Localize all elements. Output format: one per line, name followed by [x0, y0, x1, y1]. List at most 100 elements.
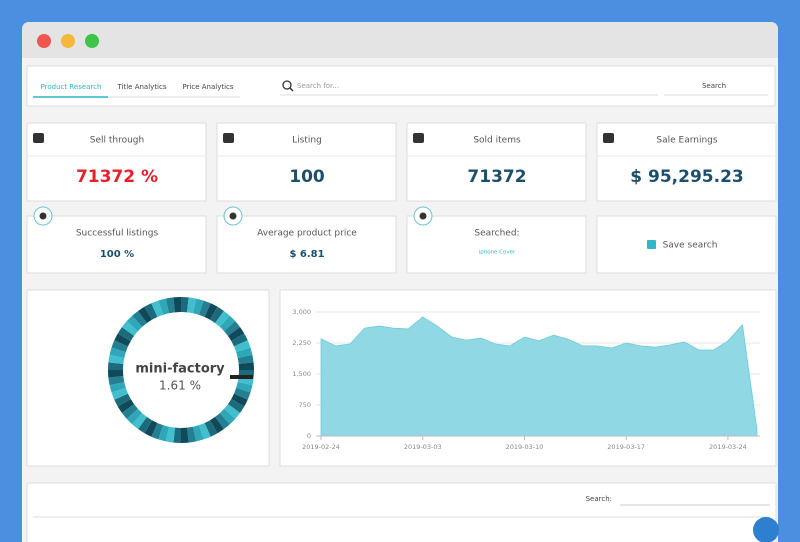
card-title: Listing: [292, 136, 322, 146]
save-icon: [647, 240, 656, 249]
donut-segment: [227, 399, 245, 413]
donut-segment: [215, 310, 230, 327]
tab[interactable]: Price Analytics: [182, 83, 233, 91]
save-button[interactable]: Save search: [663, 241, 718, 251]
stat-card: [406, 122, 587, 202]
donut-segment: [132, 413, 147, 430]
donut-segment: [117, 327, 135, 341]
donut-segment: [126, 408, 143, 425]
donut-segment: [224, 404, 241, 419]
donut-segment: [187, 426, 197, 443]
stat-card: [26, 122, 207, 202]
search-button[interactable]: Search: [702, 82, 726, 90]
donut-segment: [231, 333, 248, 347]
donut-segment: [108, 370, 124, 378]
donut-segment: [108, 362, 124, 370]
x-tick-label: 2019-03-17: [607, 443, 645, 451]
search-icon: [289, 87, 294, 92]
donut-segment: [108, 376, 125, 386]
card-icon: [413, 133, 424, 143]
card-icon-glyph: [229, 212, 237, 220]
close-button[interactable]: [37, 34, 51, 48]
donut-value: 1.61 %: [159, 379, 201, 393]
donut-segment: [111, 387, 129, 400]
donut-segment: [121, 321, 138, 336]
donut-segment: [114, 333, 131, 347]
card-title: Sold items: [473, 136, 521, 146]
donut-segment: [233, 387, 251, 400]
x-tick-label: 2019-03-10: [506, 443, 544, 451]
donut-segment: [111, 340, 129, 353]
card-value: iphone Cover: [479, 250, 516, 256]
search-input[interactable]: Search for...: [297, 82, 339, 90]
x-tick-label: 2019-02-24: [302, 443, 340, 451]
card-value: 100 %: [100, 249, 134, 260]
x-tick-label: 2019-03-03: [404, 443, 442, 451]
donut-segment: [126, 315, 143, 332]
donut-segment: [236, 347, 253, 358]
donut-segment: [193, 425, 204, 442]
stat-card: [596, 122, 777, 202]
y-tick-label: 2,250: [292, 339, 311, 347]
donut-segment: [210, 416, 224, 434]
donut-segment: [210, 306, 224, 324]
card-title: Successful listings: [76, 229, 159, 239]
minimize-button[interactable]: [61, 34, 75, 48]
donut-segment: [151, 422, 164, 440]
y-tick-label: 3,000: [292, 308, 311, 316]
search-icon: [282, 80, 292, 90]
donut-segment: [109, 347, 126, 358]
card-icon: [603, 133, 614, 143]
donut-segment: [233, 340, 251, 353]
chat-button[interactable]: [753, 517, 779, 542]
donut-segment: [144, 420, 158, 437]
y-tick-label: 750: [299, 401, 311, 409]
donut-segment: [198, 300, 211, 318]
card-value: 100: [289, 167, 325, 187]
card-icon: [33, 133, 44, 143]
donut-segment: [181, 427, 189, 443]
donut-segment: [198, 422, 211, 440]
donut-segment: [117, 399, 135, 413]
stat-card: [406, 215, 587, 274]
card-title: Average product price: [257, 229, 357, 239]
stat-card: [26, 215, 207, 274]
donut-segment: [193, 298, 204, 315]
card-icon-glyph: [39, 212, 47, 220]
donut-segment: [224, 321, 241, 336]
card-title: Sale Earnings: [656, 136, 717, 146]
toolbar: [26, 65, 776, 107]
donut-segment: [121, 404, 138, 419]
card-value: 71372: [467, 167, 526, 187]
donut-segment: [165, 426, 175, 443]
donut-segment: [173, 427, 181, 443]
card-value: $ 95,295.23: [630, 167, 743, 187]
stat-card: [216, 122, 397, 202]
donut-segment: [237, 354, 254, 364]
donut-segment: [227, 327, 245, 341]
y-tick-label: 1,500: [292, 370, 311, 378]
stat-card: [216, 215, 397, 274]
area-chart: 0 750 1,500 2,250 3,000 2019-02-24 2019-03-03 2…: [292, 308, 760, 451]
donut-segment: [158, 425, 169, 442]
donut-segment: [132, 310, 147, 327]
donut-segment: [219, 315, 236, 332]
donut-segment: [236, 382, 253, 393]
maximize-button[interactable]: [85, 34, 99, 48]
card-value: $ 6.81: [289, 249, 324, 260]
donut-segment: [219, 408, 236, 425]
donut-segment: [231, 393, 248, 407]
card-title: Sell through: [90, 136, 144, 146]
save-card: [596, 215, 777, 274]
donut-segment: [108, 354, 125, 364]
donut-label: mini-factory: [135, 362, 225, 377]
table-panel: [26, 482, 777, 542]
tab[interactable]: Product Research: [41, 83, 102, 91]
donut-segment: [144, 303, 158, 320]
tab[interactable]: Title Analytics: [116, 83, 166, 91]
donut-segment: [181, 297, 189, 313]
donut-marker: [230, 375, 253, 379]
card-icon: [223, 133, 234, 143]
donut-segment: [173, 297, 181, 313]
